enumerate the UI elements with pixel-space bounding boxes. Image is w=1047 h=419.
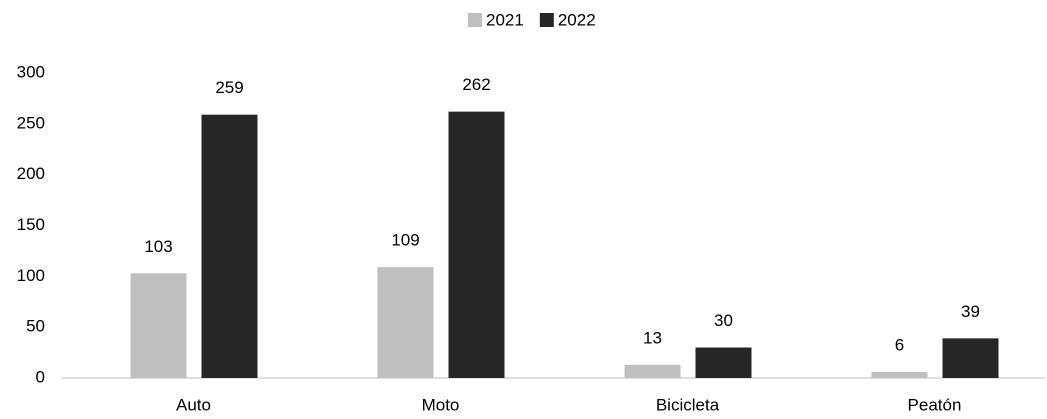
bar — [130, 273, 187, 378]
x-tick-label: Bicicleta — [656, 395, 720, 414]
value-label: 262 — [462, 75, 490, 94]
x-tick-label: Auto — [176, 395, 211, 414]
y-tick-label: 0 — [36, 367, 45, 386]
legend-label: 2022 — [558, 10, 596, 29]
bar — [871, 371, 928, 378]
bar — [695, 347, 752, 378]
value-label: 109 — [391, 231, 419, 250]
y-tick-label: 50 — [26, 317, 45, 336]
x-tick-label: Peatón — [908, 395, 962, 414]
y-tick-label: 250 — [17, 113, 45, 132]
value-label: 103 — [144, 237, 172, 256]
x-tick-label: Moto — [422, 395, 460, 414]
bar — [448, 111, 505, 378]
value-label: 30 — [714, 311, 733, 330]
value-label: 39 — [961, 302, 980, 321]
bar — [201, 114, 258, 378]
value-label: 6 — [895, 335, 904, 354]
value-label: 13 — [643, 328, 662, 347]
y-tick-label: 100 — [17, 266, 45, 285]
legend-label: 2021 — [486, 10, 524, 29]
bar — [942, 338, 999, 378]
bar — [377, 267, 434, 378]
legend-swatch — [539, 13, 554, 27]
y-tick-label: 150 — [17, 215, 45, 234]
bar — [624, 364, 681, 378]
legend-swatch — [468, 13, 482, 27]
y-tick-label: 300 — [17, 62, 45, 81]
y-tick-label: 200 — [17, 164, 45, 183]
value-label: 259 — [215, 78, 243, 97]
